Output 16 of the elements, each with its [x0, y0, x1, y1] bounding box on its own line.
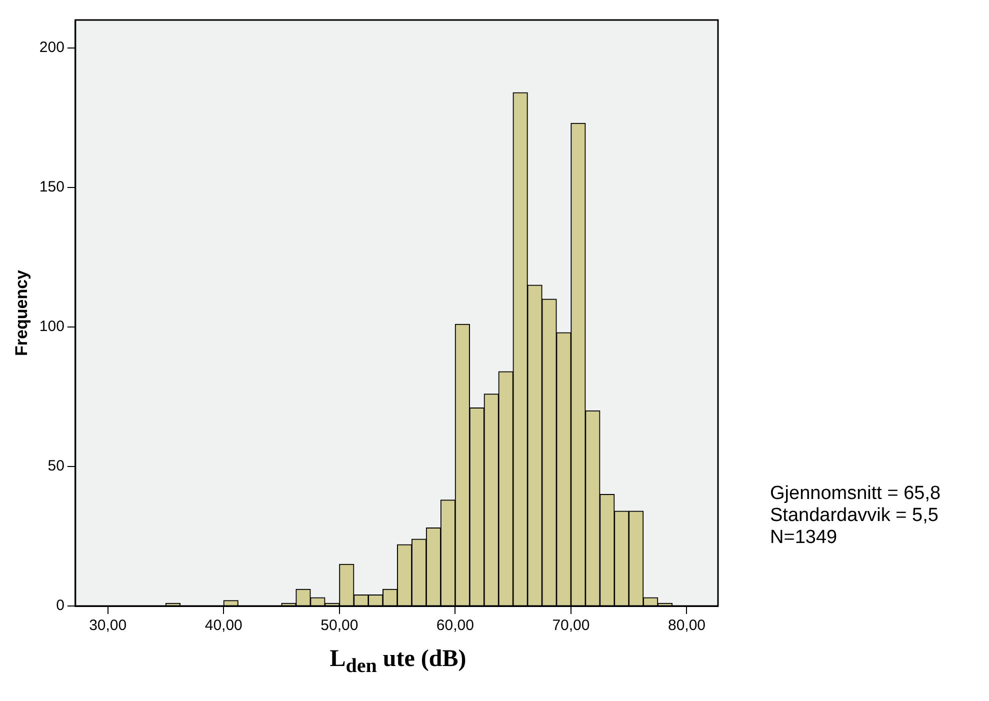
x-tick-label: 40,00: [204, 617, 242, 634]
x-tick-label: 60,00: [436, 617, 474, 634]
x-tick-label: 50,00: [320, 617, 358, 634]
y-tick-label: 200: [39, 39, 64, 56]
text: Gjennomsnitt = 65,8: [770, 483, 941, 505]
y-tick-label: 100: [39, 318, 64, 336]
y-tick-label: 50: [48, 458, 64, 475]
x-tick-label: 70,00: [552, 617, 590, 634]
x-tick-label: 80,00: [668, 617, 706, 634]
x-axis-title: L$_{den}$ ute (dB): [328, 646, 468, 678]
text: Standardavvik = 5,5: [770, 505, 940, 527]
y-tick-label: 150: [39, 178, 64, 196]
x-tick-label: 30,00: [89, 617, 127, 634]
y-axis-title: Frequency: [12, 269, 31, 356]
text: N=1349: [770, 527, 838, 549]
y-tick-label: 0: [56, 597, 64, 614]
